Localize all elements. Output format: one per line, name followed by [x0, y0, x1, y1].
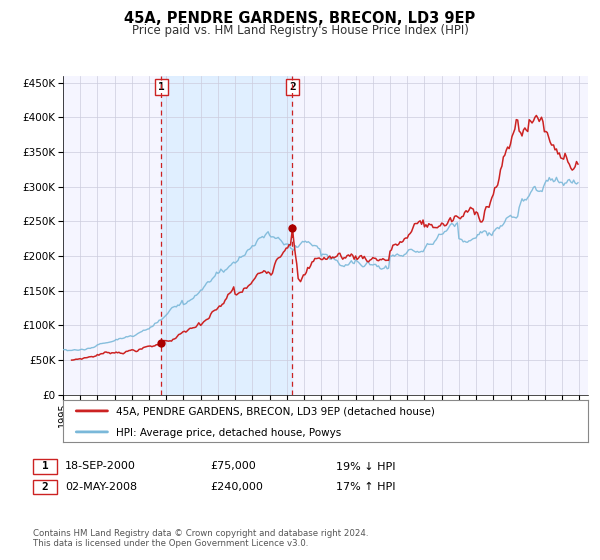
Text: This data is licensed under the Open Government Licence v3.0.: This data is licensed under the Open Gov… [33, 539, 308, 548]
Text: 02-MAY-2008: 02-MAY-2008 [65, 482, 137, 492]
Text: 18-SEP-2000: 18-SEP-2000 [65, 461, 136, 472]
Text: £240,000: £240,000 [210, 482, 263, 492]
Text: Price paid vs. HM Land Registry's House Price Index (HPI): Price paid vs. HM Land Registry's House … [131, 24, 469, 36]
Text: HPI: Average price, detached house, Powys: HPI: Average price, detached house, Powy… [115, 428, 341, 438]
Text: 17% ↑ HPI: 17% ↑ HPI [336, 482, 395, 492]
Bar [161, 76, 292, 395]
Text: 19% ↓ HPI: 19% ↓ HPI [336, 461, 395, 472]
Text: 1: 1 [41, 461, 49, 472]
Text: Contains HM Land Registry data © Crown copyright and database right 2024.: Contains HM Land Registry data © Crown c… [33, 529, 368, 538]
Text: 2: 2 [41, 482, 49, 492]
Text: 45A, PENDRE GARDENS, BRECON, LD3 9EP: 45A, PENDRE GARDENS, BRECON, LD3 9EP [124, 11, 476, 26]
Text: 45A, PENDRE GARDENS, BRECON, LD3 9EP (detached house): 45A, PENDRE GARDENS, BRECON, LD3 9EP (de… [115, 407, 434, 417]
Text: 1: 1 [158, 82, 165, 92]
Text: 2: 2 [289, 82, 296, 92]
Text: £75,000: £75,000 [210, 461, 256, 472]
